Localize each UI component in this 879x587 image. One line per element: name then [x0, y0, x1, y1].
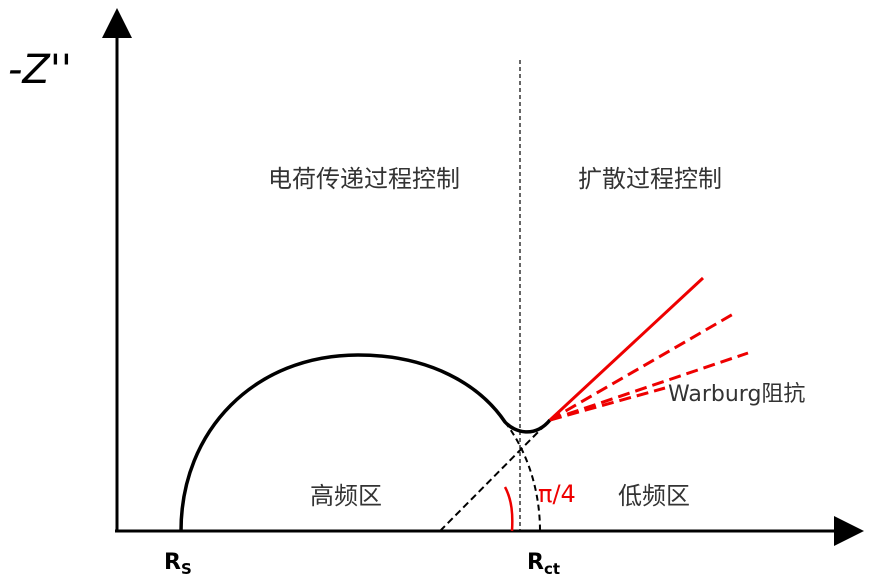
rs-sub: S: [181, 560, 192, 578]
rs-main: R: [164, 550, 181, 575]
region-label: 扩散过程控制: [578, 165, 722, 193]
warburg-extension: [439, 419, 551, 532]
region-label: 电荷传递过程控制: [268, 165, 460, 193]
angle-arc: [503, 486, 514, 532]
rct-sub: ct: [544, 560, 560, 578]
warburg-label: Warburg阻抗: [668, 382, 805, 407]
circle-extension: [504, 421, 541, 532]
frequency-label: 低频区: [618, 482, 690, 510]
angle-label: π/4: [538, 480, 576, 508]
rs-label: RS: [164, 550, 192, 578]
warburg-line: [548, 276, 705, 422]
rct-main: R: [527, 550, 544, 575]
warburg-line-dashed: [549, 386, 666, 422]
rct-label: Rct: [527, 550, 560, 578]
frequency-label: 高频区: [310, 482, 382, 510]
axis-label: -Z'': [8, 47, 72, 93]
impedance-curve: [179, 353, 552, 532]
